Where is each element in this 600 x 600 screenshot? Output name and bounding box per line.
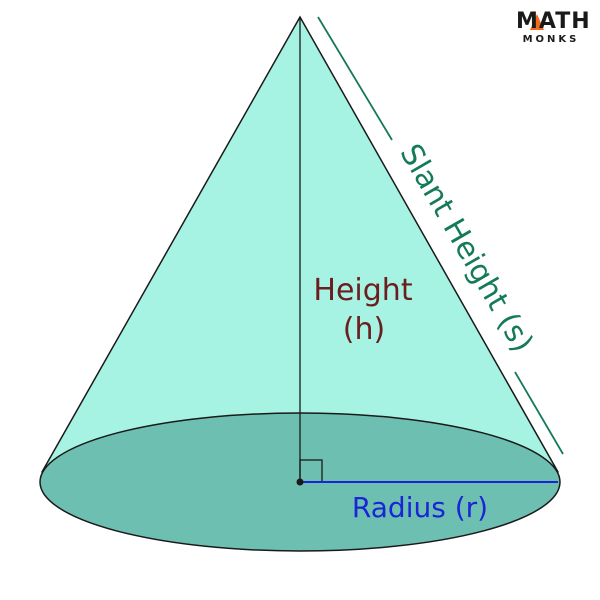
- brand-logo: MATH MONKS: [516, 9, 591, 46]
- slant-indicator-lower: [514, 371, 564, 455]
- height-label: Height: [313, 273, 412, 308]
- slant-indicator-upper: [317, 16, 393, 141]
- brand-sub: MONKS: [522, 34, 580, 45]
- logo-accent-icon: [530, 14, 544, 30]
- height-symbol-label: (h): [343, 312, 385, 347]
- center-point: [296, 478, 304, 486]
- brand-name: MATH: [516, 9, 591, 34]
- radius-label: Radius (r): [352, 491, 488, 524]
